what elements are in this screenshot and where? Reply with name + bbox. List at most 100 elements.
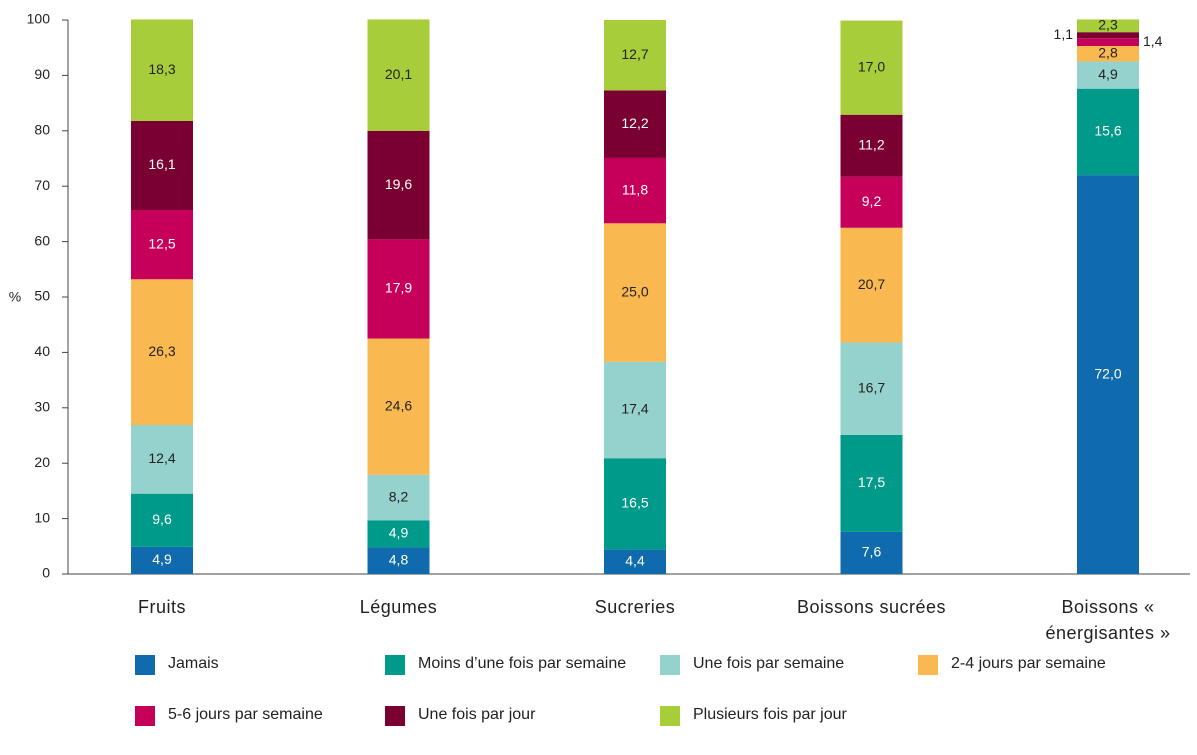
legend-swatch xyxy=(385,655,405,675)
bar-segment xyxy=(131,120,193,211)
x-tick-label: Boissons sucrées xyxy=(796,597,947,617)
y-tick-label: 60 xyxy=(34,232,50,248)
value-label: 12,2 xyxy=(621,115,648,131)
value-label: 20,1 xyxy=(385,66,412,82)
bar-segment xyxy=(367,547,430,574)
legend-label: 2-4 jours par semaine xyxy=(951,655,1106,672)
value-label: 4,4 xyxy=(625,553,645,569)
value-label: 17,9 xyxy=(385,280,412,296)
value-label: 12,7 xyxy=(621,46,648,62)
value-label: 1,1 xyxy=(1054,26,1074,42)
bar-segment xyxy=(840,114,903,177)
value-label: 4,9 xyxy=(389,525,409,541)
value-label: 20,7 xyxy=(858,276,885,292)
bar-segment xyxy=(604,549,666,574)
bar-segment xyxy=(840,434,903,532)
y-tick-label: 0 xyxy=(42,565,50,581)
value-label: 8,2 xyxy=(389,488,409,504)
bar-segment xyxy=(367,239,430,339)
bar-segment xyxy=(840,176,903,228)
value-label: 4,8 xyxy=(389,551,409,567)
bar-segment xyxy=(840,531,903,574)
y-tick-label: 50 xyxy=(34,288,50,304)
value-label: 2,3 xyxy=(1098,17,1118,33)
value-label: 25,0 xyxy=(621,283,648,299)
value-label: 17,4 xyxy=(621,401,648,417)
value-label: 9,2 xyxy=(862,193,882,209)
value-label: 15,6 xyxy=(1094,123,1121,139)
bar-segment xyxy=(1077,32,1139,39)
x-tick-label: Fruits xyxy=(138,597,186,617)
x-tick-label: Légumes xyxy=(359,597,438,617)
y-tick-label: 80 xyxy=(34,122,50,138)
legend-label: Plusieurs fois par jour xyxy=(693,706,847,723)
value-label: 7,6 xyxy=(862,544,882,560)
bar-segment xyxy=(604,361,666,459)
bar-segment xyxy=(367,130,430,240)
value-label: 2,8 xyxy=(1098,44,1118,60)
value-label: 72,0 xyxy=(1094,365,1121,381)
bar-segment xyxy=(840,342,903,435)
value-label: 16,5 xyxy=(621,495,648,511)
value-label: 26,3 xyxy=(148,343,175,359)
legend-label: Jamais xyxy=(168,655,219,672)
value-label: 11,2 xyxy=(858,136,884,152)
legend-label: Une fois par jour xyxy=(418,706,536,723)
bar-segment xyxy=(131,424,193,494)
x-tick-label: Boissons « énergisantes » xyxy=(1045,597,1171,643)
y-tick-label: 70 xyxy=(34,177,50,193)
value-label: 16,7 xyxy=(858,379,885,395)
value-label: 12,5 xyxy=(148,235,175,251)
value-label: 17,5 xyxy=(858,474,885,490)
bar-segment xyxy=(1077,38,1139,47)
bar-segment xyxy=(604,157,666,224)
bar-segment xyxy=(1077,88,1139,176)
value-label: 1,4 xyxy=(1143,33,1163,49)
bar-segment xyxy=(131,279,193,425)
value-label: 19,6 xyxy=(385,176,412,192)
bar-segment xyxy=(840,227,903,343)
bar-segment xyxy=(131,19,193,121)
value-label: 4,9 xyxy=(152,551,172,567)
bar-segment xyxy=(131,210,193,280)
y-tick-label: 30 xyxy=(34,399,50,415)
value-label: 4,9 xyxy=(1098,66,1118,82)
legend-label: Une fois par semaine xyxy=(693,655,845,672)
y-tick-label: 40 xyxy=(34,343,50,359)
bar-segment xyxy=(367,474,430,521)
y-tick-label: 100 xyxy=(27,11,51,27)
value-label: 17,0 xyxy=(858,58,885,74)
bar-segment xyxy=(367,520,430,548)
bar-segment xyxy=(604,20,666,91)
bar-segment xyxy=(1077,19,1139,33)
bar-segment xyxy=(840,20,903,115)
legend-swatch xyxy=(385,706,405,726)
value-label: 9,6 xyxy=(152,511,172,527)
bar-segment xyxy=(604,223,666,362)
y-tick-label: 20 xyxy=(34,454,50,470)
y-tick-label: 10 xyxy=(34,509,50,525)
bar-segment xyxy=(1077,175,1139,574)
legend-swatch xyxy=(660,655,680,675)
bar-segment xyxy=(1077,61,1139,89)
bar-segment xyxy=(367,338,430,475)
legend-label: 5-6 jours par semaine xyxy=(168,706,323,723)
bar-segment xyxy=(604,90,666,158)
value-label: 16,1 xyxy=(148,156,175,172)
bar-segment xyxy=(367,19,430,131)
y-tick-label: 90 xyxy=(34,66,50,82)
legend-swatch xyxy=(135,706,155,726)
legend-label: Moins d’une fois par semaine xyxy=(418,655,627,672)
value-label: 11,8 xyxy=(622,181,648,197)
bar-segment xyxy=(1077,46,1139,62)
legend-swatch xyxy=(135,655,155,675)
legend-swatch xyxy=(918,655,938,675)
value-label: 12,4 xyxy=(148,450,175,466)
bar-segment xyxy=(131,546,193,574)
value-label: 18,3 xyxy=(148,61,175,77)
x-tick-label: Sucreries xyxy=(594,597,676,617)
bar-segment xyxy=(604,458,666,550)
bar-segment xyxy=(131,493,193,547)
